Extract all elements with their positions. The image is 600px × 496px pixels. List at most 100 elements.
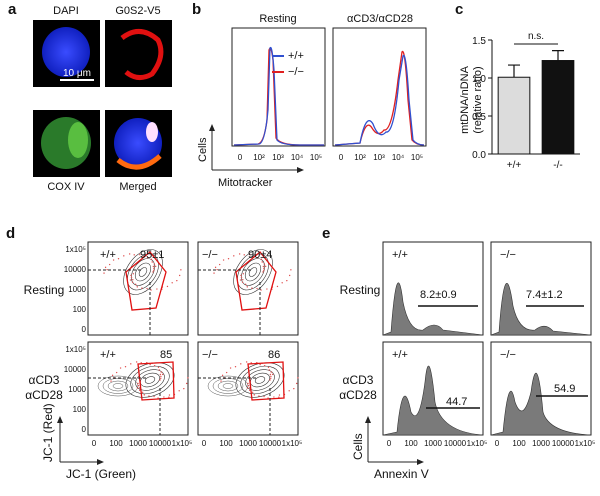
y-tick-label: 1x10⁵ (65, 245, 86, 254)
row-label: αCD28 (25, 388, 63, 402)
label: COX IV (47, 181, 85, 193)
axis-label: Annexin V (374, 467, 429, 481)
x-tick-label: 10⁵ (411, 153, 423, 162)
image (68, 122, 88, 158)
dot (141, 287, 143, 289)
dot (146, 287, 148, 290)
x-tick-label: 10000 (259, 439, 282, 448)
x-tick-label: 10⁵ (310, 153, 322, 162)
dot (153, 395, 155, 398)
gate (235, 251, 277, 311)
label: DAPI (53, 5, 79, 17)
dot (139, 253, 141, 256)
histogram (382, 282, 484, 336)
row-label: αCD3 (343, 373, 374, 387)
contour (134, 262, 152, 282)
dot (150, 258, 153, 261)
dot (152, 271, 154, 273)
dot (153, 263, 156, 265)
dot (104, 266, 107, 269)
contour (138, 267, 148, 277)
gate-value: 85 (160, 349, 172, 361)
contour (222, 383, 234, 389)
x-tick-label: 0 (202, 439, 207, 448)
dot (251, 391, 254, 393)
dot (263, 364, 266, 367)
contour (107, 380, 129, 392)
dot (270, 375, 272, 378)
dot (124, 365, 127, 368)
y-tick-label: 0.5 (472, 112, 486, 123)
dot (253, 394, 255, 396)
axis-label: (relative ratio) (472, 66, 484, 133)
y-tick-label: 1000 (68, 385, 86, 394)
genotype: +/+ (392, 349, 408, 361)
panel-letter: d (6, 225, 15, 242)
y-tick-label: 1000 (68, 285, 86, 294)
dot (178, 274, 181, 277)
dot (110, 380, 112, 382)
contour (248, 267, 258, 277)
label: αCD3/αCD28 (347, 13, 413, 25)
dot (119, 367, 122, 369)
contour (112, 383, 124, 389)
plot-frame (197, 341, 299, 436)
image (120, 29, 164, 80)
plot-frame (87, 341, 189, 436)
genotype: −/− (202, 249, 218, 261)
dot (133, 254, 135, 256)
dot (108, 263, 111, 266)
y-tick-label: 100 (73, 405, 87, 414)
dot (130, 363, 132, 365)
y-tick-label: 0 (82, 425, 87, 434)
gate (137, 361, 175, 401)
dot (290, 269, 292, 271)
dot (131, 281, 134, 284)
dot (264, 265, 267, 268)
dot (222, 259, 225, 261)
x-tick-label: 1000 (532, 439, 550, 448)
row-label: αCD3 (29, 373, 60, 387)
plot-frame (231, 27, 326, 147)
plot-frame (332, 27, 427, 147)
contour (135, 369, 165, 391)
dot (151, 261, 153, 263)
dot (262, 271, 264, 273)
axis-arrow (97, 459, 104, 465)
contour (237, 253, 269, 291)
dot (286, 279, 288, 282)
x-tick-label: 10⁴ (291, 153, 304, 162)
x-tick-label: 0 (387, 439, 392, 448)
dot (117, 257, 120, 260)
dot (266, 288, 268, 290)
dot (148, 395, 150, 397)
gate-value: 44.7 (446, 396, 467, 408)
x-tick-label: 0 (339, 153, 344, 162)
image (42, 27, 90, 77)
dot (216, 268, 218, 271)
dot (276, 285, 279, 288)
error-bar (508, 64, 520, 78)
dot (103, 272, 105, 274)
dot (262, 265, 265, 268)
histogram (233, 47, 324, 146)
dot (213, 272, 215, 274)
histogram (382, 365, 484, 436)
contour (244, 262, 262, 282)
panel-letter: e (322, 225, 330, 242)
x-tick-label: 1000 (239, 439, 257, 448)
panel-letter: a (8, 1, 17, 18)
legend-label: −/− (288, 66, 304, 78)
histogram (490, 283, 592, 336)
dot (240, 363, 242, 365)
dot (134, 283, 137, 285)
y-tick-label: 10000 (64, 365, 87, 374)
dot (260, 289, 262, 291)
dot (241, 281, 244, 284)
dot (225, 371, 228, 374)
dot (240, 276, 243, 279)
axis-label: Cells (197, 137, 209, 162)
x-tick-label: 10² (253, 153, 265, 162)
histogram (334, 50, 425, 146)
